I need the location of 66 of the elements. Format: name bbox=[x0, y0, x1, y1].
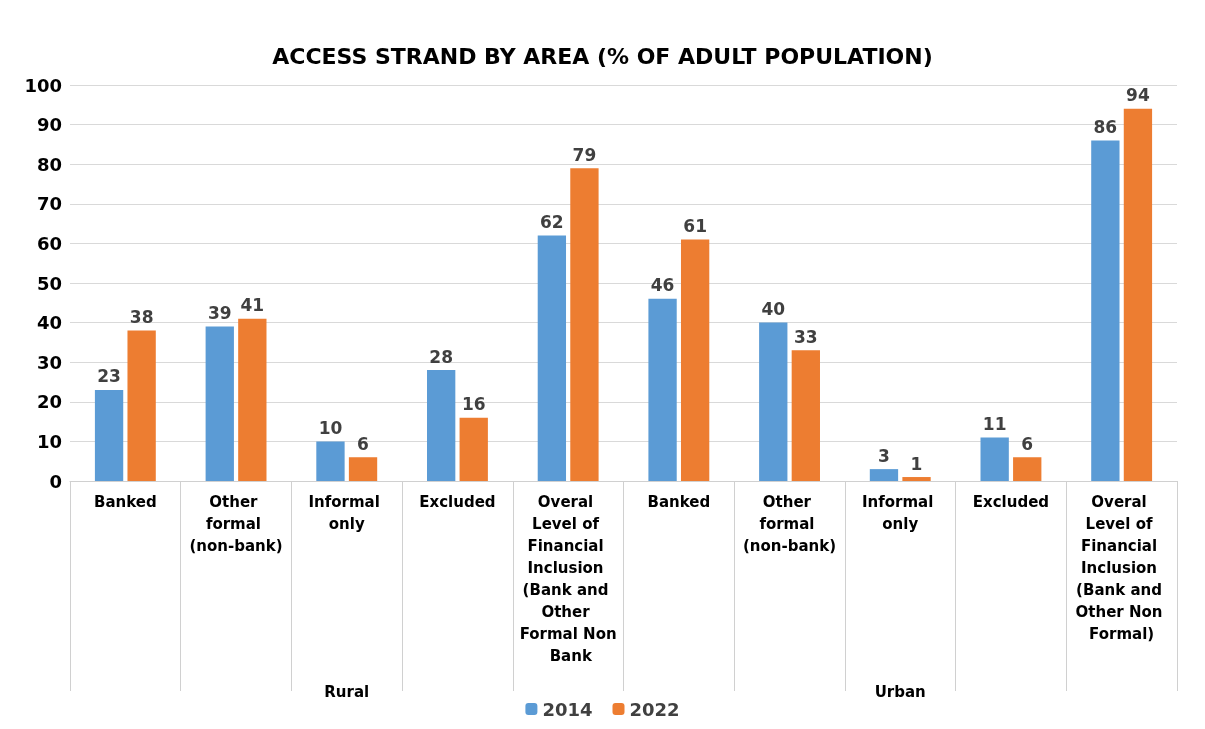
chart-title: ACCESS STRAND BY AREA (% OF ADULT POPULATION) bbox=[272, 43, 933, 69]
y-tick-label: 50 bbox=[36, 272, 62, 294]
bar bbox=[680, 239, 710, 481]
bar bbox=[238, 318, 267, 481]
data-label: 61 bbox=[683, 215, 707, 236]
bar bbox=[1123, 108, 1153, 481]
bar bbox=[459, 417, 488, 481]
data-label: 6 bbox=[1021, 433, 1034, 454]
x-tick-label: Banked bbox=[647, 493, 711, 511]
text: Urban bbox=[874, 683, 926, 701]
data-label: 28 bbox=[429, 346, 453, 367]
data-label: 40 bbox=[761, 299, 786, 320]
legend-label: 2014 bbox=[542, 698, 593, 720]
data-label: 46 bbox=[650, 275, 675, 296]
data-label: 79 bbox=[572, 144, 597, 165]
bar bbox=[127, 330, 156, 481]
bar bbox=[94, 389, 124, 481]
x-tick-label: Informal only bbox=[861, 493, 939, 533]
bar bbox=[205, 326, 234, 481]
data-label: 86 bbox=[1093, 116, 1118, 137]
bar bbox=[791, 350, 820, 481]
data-label: 10 bbox=[318, 417, 343, 438]
bar bbox=[1013, 457, 1042, 481]
y-tick-label: 100 bbox=[24, 74, 62, 96]
y-tick-label: 80 bbox=[36, 153, 62, 175]
bar bbox=[759, 322, 788, 481]
x-tick-label: Excluded bbox=[972, 493, 1050, 511]
data-label: 33 bbox=[794, 326, 818, 347]
bar bbox=[427, 370, 456, 481]
x-tick-label: Other formal (non-bank) bbox=[742, 493, 837, 555]
bar bbox=[316, 441, 345, 481]
bar bbox=[348, 457, 378, 481]
y-tick-label: 60 bbox=[36, 232, 62, 254]
data-label: 62 bbox=[540, 211, 564, 232]
bar bbox=[869, 469, 899, 481]
bar bbox=[648, 298, 677, 481]
y-tick-label: 40 bbox=[36, 312, 62, 334]
x-tick-label: Other formal (non-bank) bbox=[189, 493, 283, 555]
x-tick-label: Informal only bbox=[308, 493, 386, 533]
data-label: 94 bbox=[1126, 85, 1150, 106]
y-tick-label: 30 bbox=[36, 351, 62, 373]
bar bbox=[902, 477, 931, 481]
y-tick-label: 20 bbox=[36, 391, 62, 413]
y-tick-label: 70 bbox=[36, 193, 62, 215]
bar bbox=[980, 437, 1009, 481]
y-tick-label: 0 bbox=[49, 470, 62, 492]
data-label: 41 bbox=[240, 295, 265, 316]
bar bbox=[537, 235, 567, 481]
bar bbox=[570, 168, 599, 481]
data-label: 1 bbox=[910, 453, 923, 474]
text: Rural bbox=[324, 683, 370, 701]
data-label: 23 bbox=[97, 366, 121, 387]
y-tick-label: 90 bbox=[36, 114, 62, 136]
x-tick-label: Overal Level of Financial Inclusion (Bank and Other Formal Non Bank bbox=[519, 493, 617, 665]
data-label: 16 bbox=[461, 394, 486, 415]
x-tick-label: Banked bbox=[93, 493, 157, 511]
data-label: 11 bbox=[982, 413, 1007, 434]
data-label: 6 bbox=[357, 433, 369, 454]
legend-label: 2022 bbox=[629, 698, 680, 720]
data-label: 39 bbox=[207, 303, 232, 324]
data-label: 38 bbox=[129, 307, 154, 328]
bar bbox=[1091, 140, 1120, 481]
data-label: 3 bbox=[878, 445, 890, 466]
x-tick-label: Excluded bbox=[419, 493, 496, 511]
y-tick-label: 10 bbox=[36, 430, 62, 452]
x-tick-label: Overal Level of Financial Inclusion (Bank and Other Non Formal) bbox=[1075, 493, 1168, 643]
